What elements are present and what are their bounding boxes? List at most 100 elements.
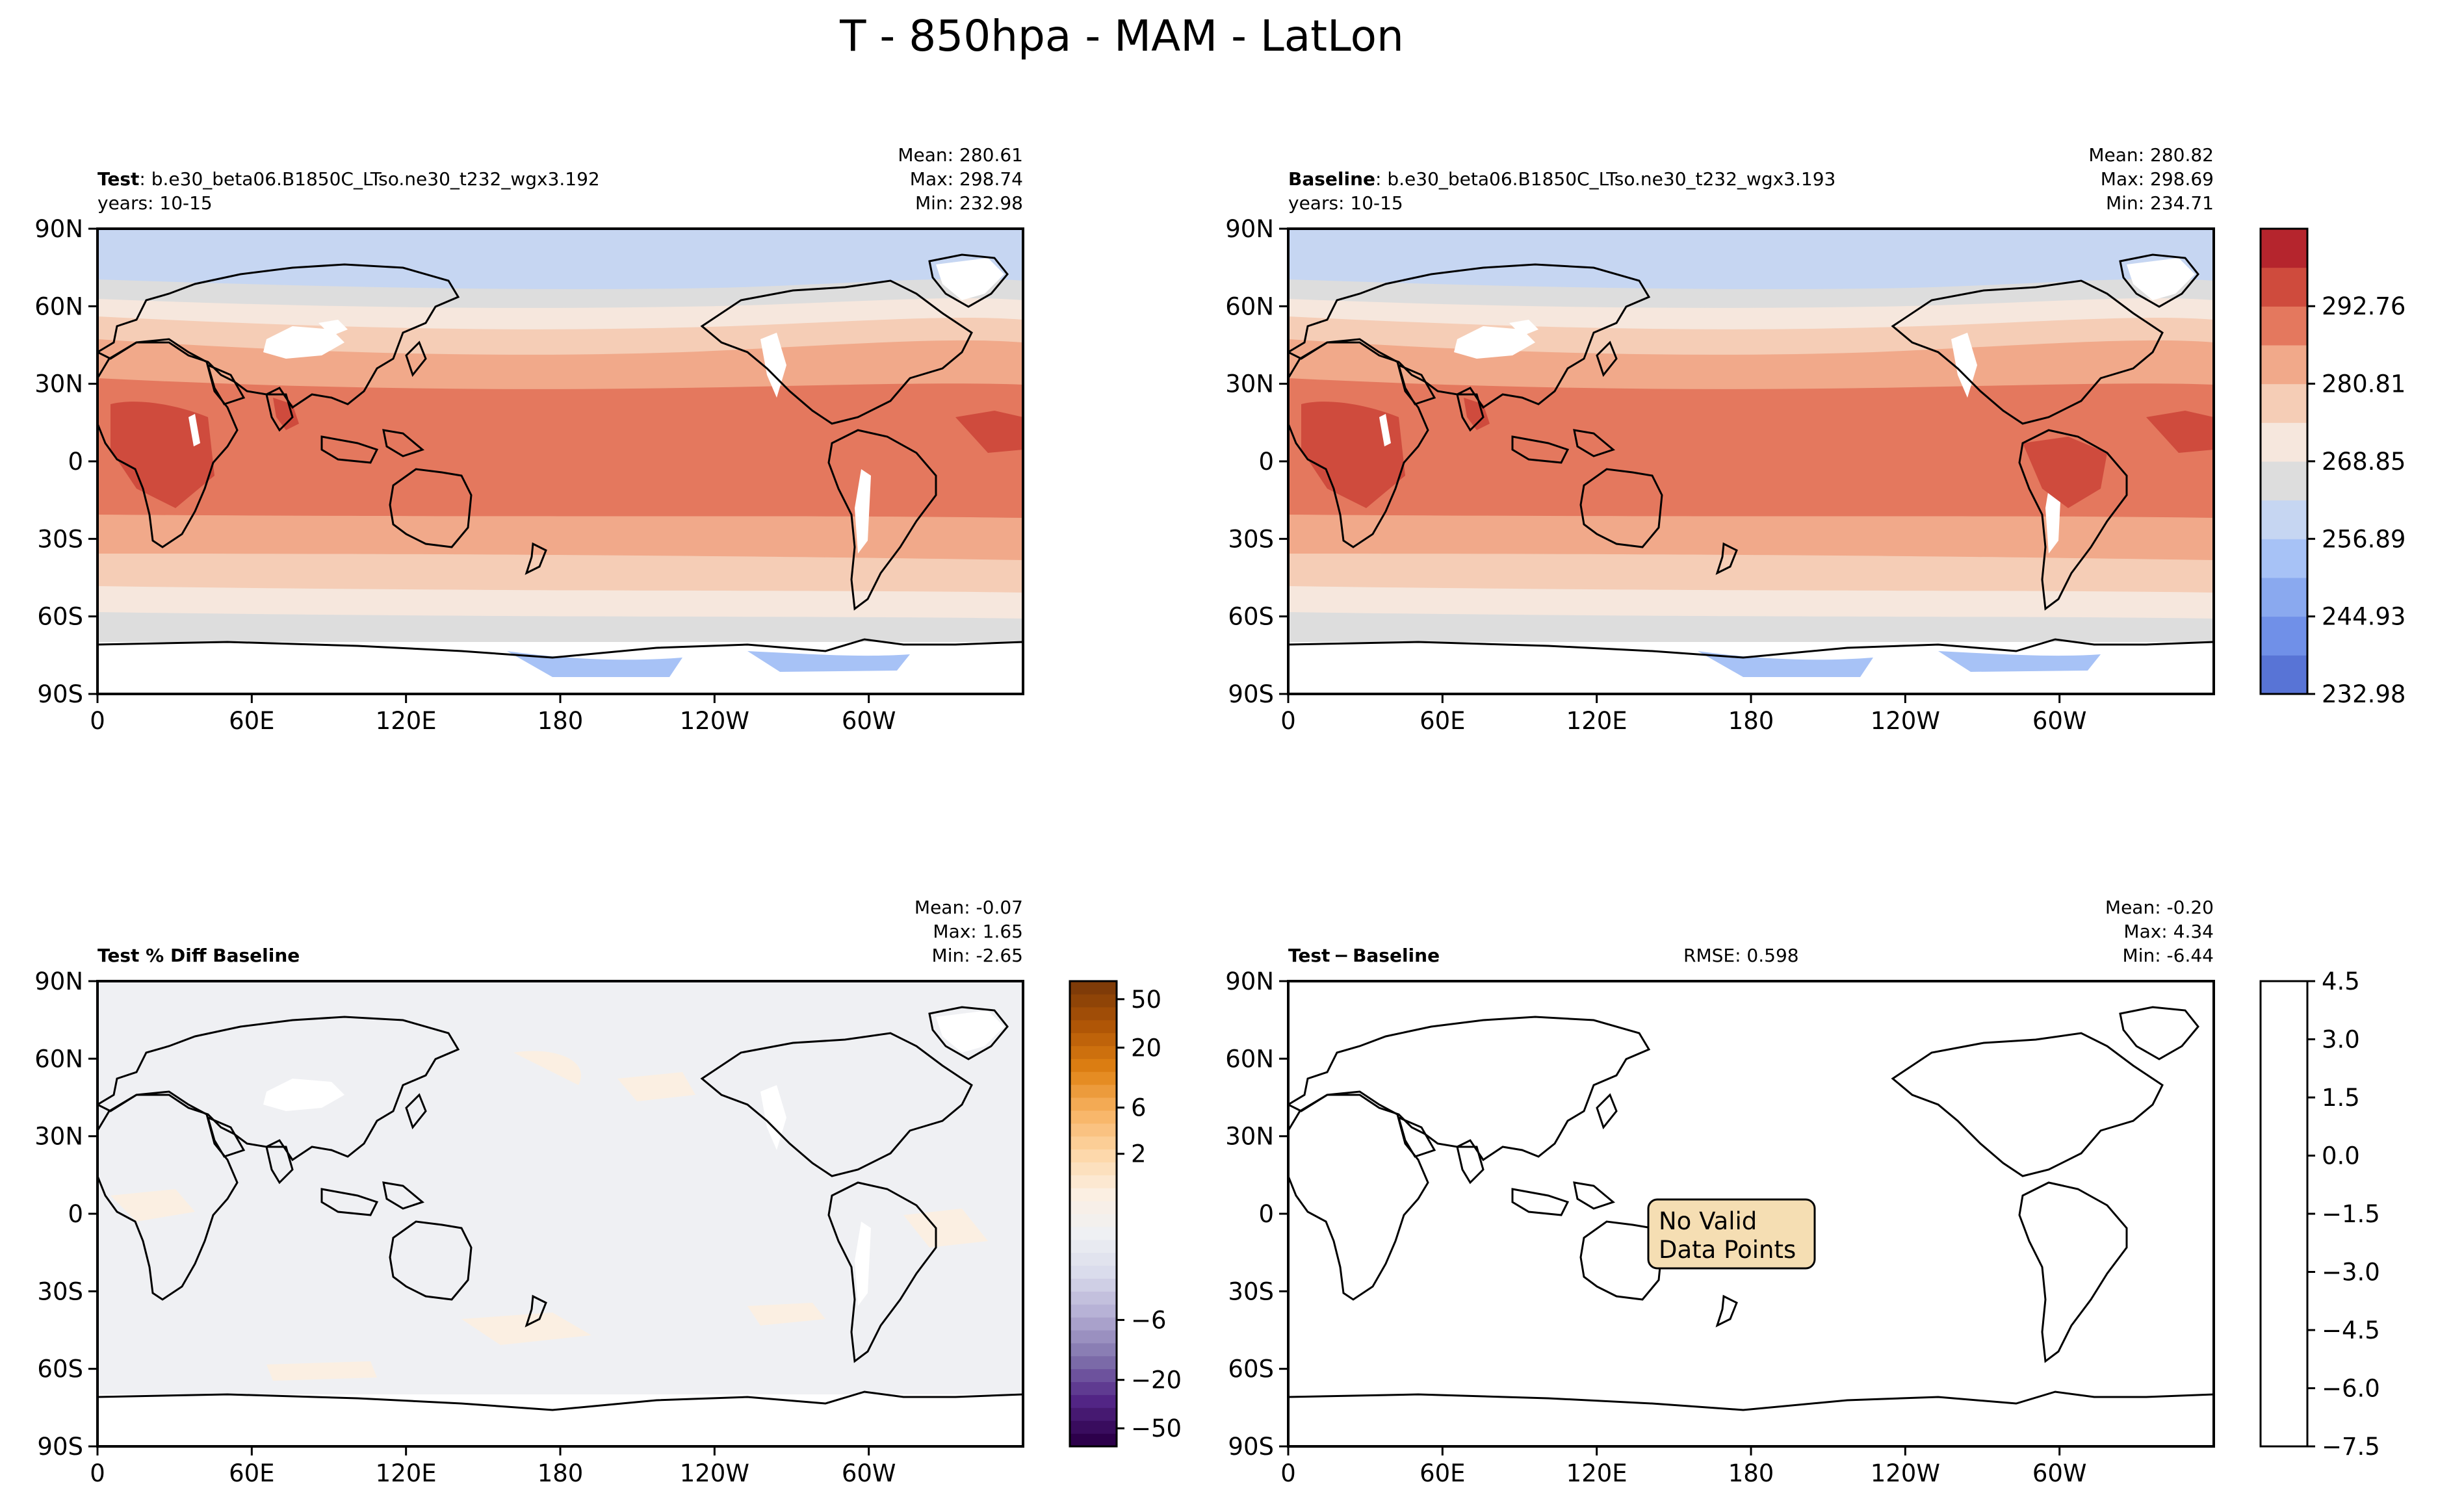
colorbar-difference-frame	[2259, 980, 2309, 1448]
colorbar-difference-tick-label: −7.5	[2322, 1433, 2380, 1461]
lon-tick-label: 120E	[376, 1459, 437, 1487]
colorbar-pct-diff-tick-label: 50	[1131, 986, 1161, 1014]
lat-tick-label: 30N	[1225, 370, 1274, 398]
lon-tick-label: 0	[90, 1459, 105, 1487]
colorbar-temperature: 292.76 280.81 268.85 256.89 244.93 232.98	[2259, 227, 2406, 708]
lat-tick-label: 30S	[1228, 1277, 1274, 1305]
lat-tick-label: 0	[68, 448, 83, 476]
lon-tick-label: 0	[90, 707, 105, 735]
colorbar-pct-diff-block	[1070, 1214, 1117, 1227]
lat-tick-label: 60S	[37, 603, 83, 631]
colorbar-pct-diff-block	[1070, 1407, 1117, 1421]
lon-tick-label: 180	[538, 707, 584, 735]
colorbar-pct-diff-block	[1070, 1019, 1117, 1034]
colorbar-pct-diff-block	[1070, 981, 1117, 995]
lat-tick-label: 30N	[34, 1123, 83, 1151]
colorbar-pct-diff-block	[1070, 1097, 1117, 1111]
colorbar-pct-diff-frame	[1069, 980, 1118, 1448]
colorbar-pct-diff-block	[1070, 1330, 1117, 1344]
lat-tick-label: 60S	[1228, 603, 1274, 631]
colorbar-pct-diff-block	[1070, 1420, 1117, 1434]
no-valid-data-box: No Valid Data Points	[1647, 1198, 1816, 1270]
colorbar-pct-diff-block	[1070, 1071, 1117, 1085]
panel-pct-diff-label: Test % Diff Baseline	[97, 945, 300, 966]
lon-tick-label: 60W	[2032, 707, 2087, 735]
panel-test-lat-ticks: 90N 60N 30N 0 30S 60S 90S	[34, 215, 97, 708]
colorbar-difference-tick-label: −6.0	[2322, 1375, 2380, 1403]
panel-difference-min: Min: -6.44	[2123, 945, 2214, 966]
lat-tick-label: 60S	[1228, 1355, 1274, 1383]
colorbar-pct-diff-block	[1070, 1006, 1117, 1021]
panel-baseline-map	[1288, 229, 2214, 694]
lat-tick-label: 0	[1258, 1200, 1274, 1228]
lat-tick-label: 90N	[1225, 967, 1274, 995]
colorbar-pct-diff-ticks: 50 20 6 2 −6 −20 −50	[1117, 986, 1182, 1442]
colorbar-pct-diff-block	[1070, 1149, 1117, 1162]
lon-tick-label: 0	[1280, 1459, 1296, 1487]
panel-baseline-min: Min: 234.71	[2106, 192, 2214, 214]
lon-tick-label: 120W	[680, 1459, 749, 1487]
colorbar-pct-diff-block	[1070, 1058, 1117, 1072]
colorbar-pct-diff-tick-label: −6	[1131, 1306, 1167, 1334]
panel-difference-max: Max: 4.34	[2123, 921, 2214, 942]
lat-tick-label: 0	[1258, 448, 1274, 476]
colorbar-difference-tick-label: 4.5	[2322, 967, 2360, 995]
colorbar-difference: 4.5 3.0 1.5 0.0 −1.5 −3.0 −4.5 −6.0 −7.5	[2259, 967, 2380, 1461]
panel-difference: Test − Baseline RMSE: 0.598 Mean: -0.20 …	[1225, 897, 2215, 1487]
colorbar-temperature-block	[2261, 229, 2307, 268]
colorbar-pct-diff-block	[1070, 1355, 1117, 1370]
lat-tick-label: 60N	[34, 1045, 83, 1073]
lat-tick-label: 90N	[34, 215, 83, 243]
panel-baseline-lon-ticks: 0 60E 120E 180 120W 60W	[1280, 694, 2087, 735]
colorbar-temperature-block	[2261, 616, 2307, 656]
panel-test-mean: Mean: 280.61	[898, 144, 1023, 166]
lon-tick-label: 60E	[1420, 707, 1465, 735]
colorbar-temperature-tick-label: 232.98	[2322, 680, 2406, 708]
panel-test: Test: b.e30_beta06.B1850C_LTso.ne30_t232…	[34, 144, 1024, 735]
colorbar-temperature-block	[2261, 539, 2307, 578]
colorbar-pct-diff-block	[1070, 1123, 1117, 1137]
colorbar-pct-diff-block	[1070, 1162, 1117, 1175]
no-valid-data-background	[1647, 1198, 1816, 1270]
panel-pct-diff-max: Max: 1.65	[933, 921, 1023, 942]
lat-tick-label: 30S	[1228, 525, 1274, 553]
lat-tick-label: 90N	[1225, 215, 1274, 243]
panel-test-lon-ticks: 0 60E 120E 180 120W 60W	[90, 694, 896, 735]
colorbar-pct-diff-block	[1070, 1032, 1117, 1046]
colorbar-pct-diff-block	[1070, 1110, 1117, 1124]
colorbar-temperature-blocks	[2261, 229, 2307, 695]
colorbar-temperature-tick-label: 268.85	[2322, 448, 2406, 476]
colorbar-pct-diff-block	[1070, 1188, 1117, 1201]
panel-difference-lat-ticks: 90N 60N 30N 0 30S 60S 90S	[1225, 967, 1288, 1461]
panel-baseline-max: Max: 298.69	[2101, 168, 2214, 190]
colorbar-pct-diff-block	[1070, 1381, 1117, 1395]
lat-tick-label: 90N	[34, 967, 83, 995]
panel-baseline-years: years: 10-15	[1288, 192, 1403, 214]
panel-test-map	[97, 229, 1023, 694]
lat-tick-label: 30S	[37, 1277, 83, 1305]
lon-tick-label: 60W	[842, 707, 896, 735]
colorbar-pct-diff-tick-label: 20	[1131, 1034, 1161, 1062]
colorbar-temperature-block	[2261, 461, 2307, 501]
lon-tick-label: 120W	[680, 707, 749, 735]
colorbar-difference-tick-label: 3.0	[2322, 1026, 2360, 1054]
lon-tick-label: 120E	[1566, 707, 1627, 735]
panel-difference-rmse: RMSE: 0.598	[1683, 945, 1799, 966]
lon-tick-label: 120W	[1871, 1459, 1940, 1487]
panel-difference-lon-ticks: 0 60E 120E 180 120W 60W	[1280, 1446, 2087, 1487]
figure-title: T - 850hpa - MAM - LatLon	[839, 11, 1404, 61]
colorbar-pct-diff: 50 20 6 2 −6 −20 −50	[1069, 980, 1182, 1448]
lat-tick-label: 90S	[1228, 680, 1274, 708]
lat-tick-label: 90S	[37, 1433, 83, 1461]
colorbar-pct-diff-block	[1070, 1291, 1117, 1305]
colorbar-pct-diff-tick-label: 2	[1131, 1140, 1147, 1168]
lon-tick-label: 180	[538, 1459, 584, 1487]
colorbar-pct-diff-block	[1070, 1265, 1117, 1279]
panel-pct-diff-map	[97, 981, 1023, 1446]
colorbar-pct-diff-block	[1070, 993, 1117, 1008]
lon-tick-label: 180	[1728, 707, 1774, 735]
colorbar-pct-diff-block	[1070, 1368, 1117, 1383]
panel-pct-diff-lat-ticks: 90N 60N 30N 0 30S 60S 90S	[34, 967, 97, 1461]
panel-baseline-bold: Baseline	[1288, 168, 1375, 190]
